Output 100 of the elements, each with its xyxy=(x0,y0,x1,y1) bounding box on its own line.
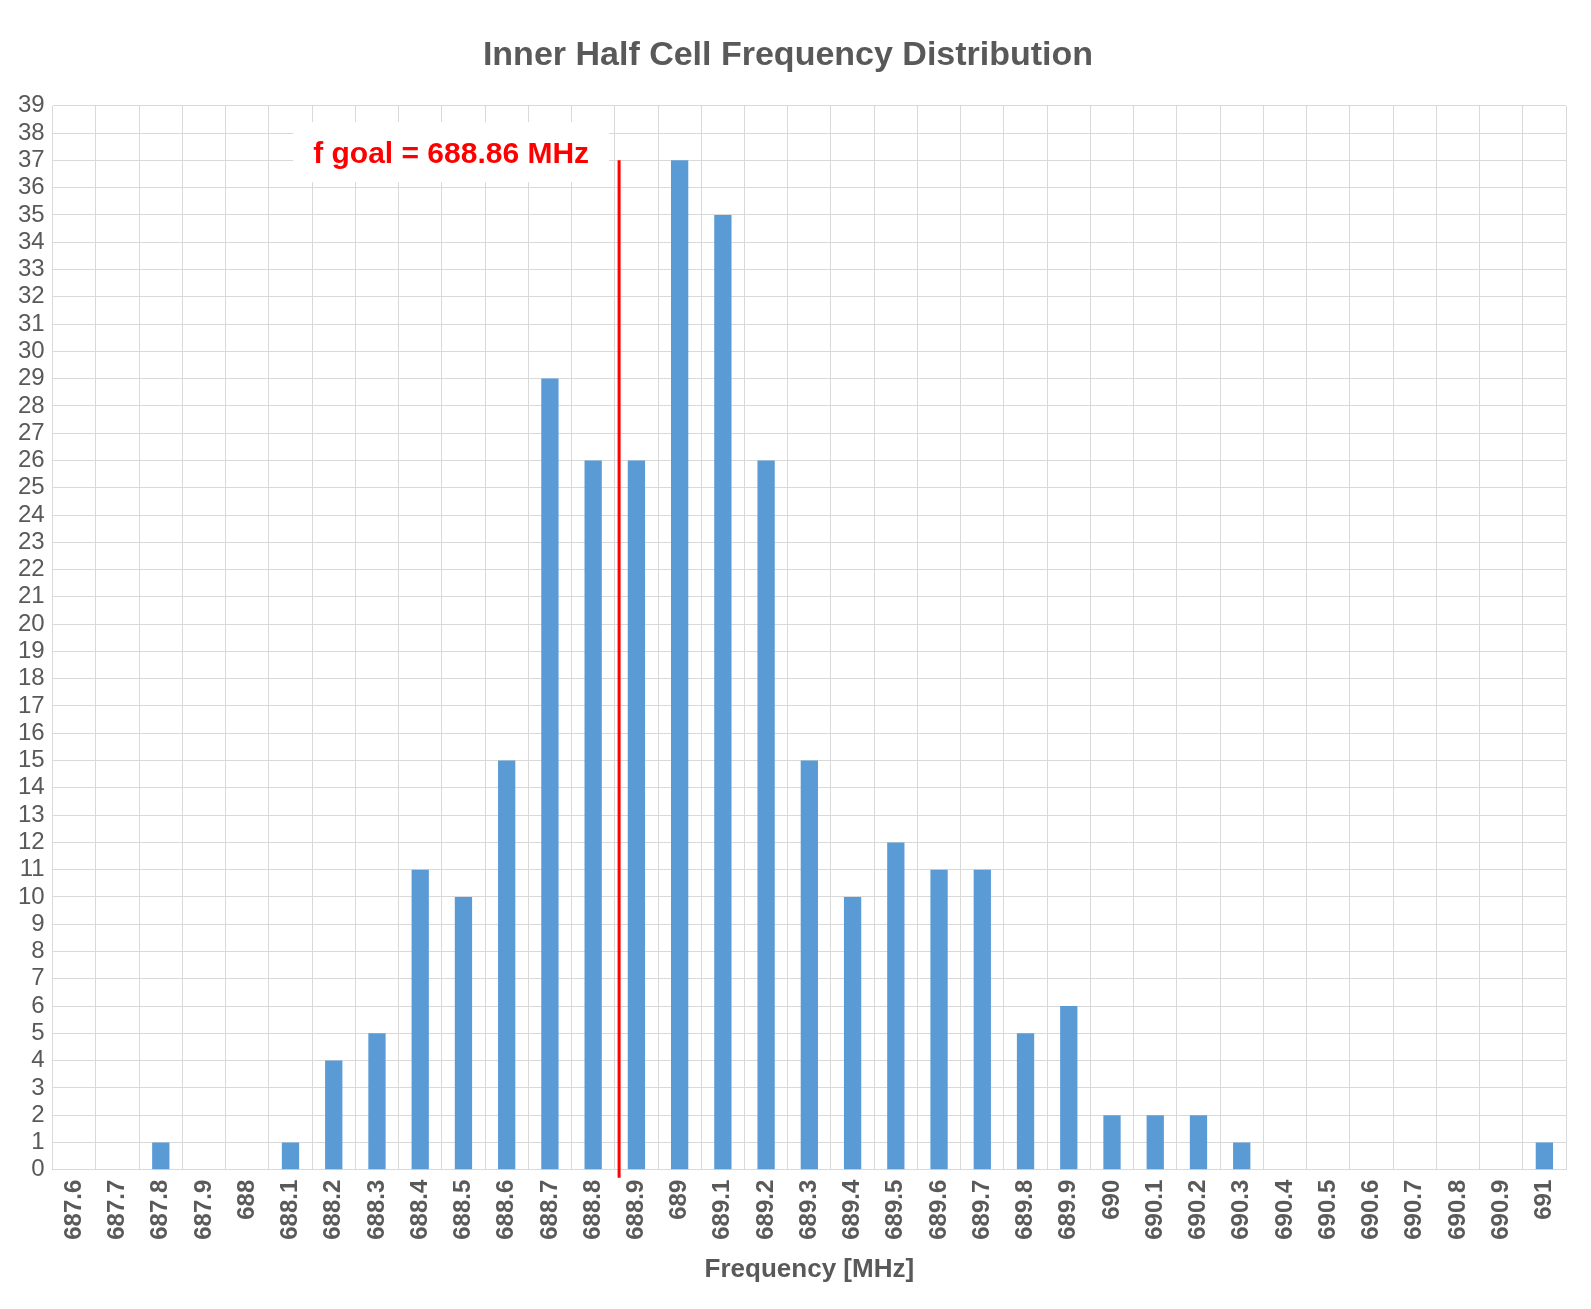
x-tick-label: 688 xyxy=(231,1179,259,1220)
y-tick-label: 27 xyxy=(17,417,45,445)
y-tick-label: 5 xyxy=(31,1017,45,1045)
bar xyxy=(325,1060,343,1170)
x-tick-label: 690.5 xyxy=(1312,1179,1340,1240)
y-tick-label: 25 xyxy=(17,472,45,500)
y-tick-label: 0 xyxy=(31,1154,45,1182)
bar xyxy=(281,1142,300,1170)
y-tick-label: 22 xyxy=(17,554,45,582)
y-tick-label: 12 xyxy=(17,827,45,854)
x-tick-label: 688.5 xyxy=(448,1179,476,1240)
x-tick-label: 687.7 xyxy=(102,1179,130,1240)
x-tick-label: 688.6 xyxy=(491,1179,519,1240)
bar xyxy=(670,160,689,1170)
bar xyxy=(1103,1115,1121,1170)
x-tick-label: 690 xyxy=(1096,1179,1124,1220)
y-tick-label: 17 xyxy=(17,690,45,718)
y-tick-label: 35 xyxy=(17,199,45,227)
bar xyxy=(152,1142,170,1170)
y-tick-label: 29 xyxy=(17,363,45,391)
y-tick-label: 38 xyxy=(17,117,45,145)
x-tick-label: 690.4 xyxy=(1269,1179,1297,1240)
y-tick-label: 7 xyxy=(31,963,45,991)
x-tick-label: 690.8 xyxy=(1442,1179,1470,1240)
x-tick-label: 688.1 xyxy=(275,1179,303,1240)
y-tick-label: 14 xyxy=(17,772,45,800)
x-tick-label: 688.2 xyxy=(318,1179,346,1240)
x-tick-label: 689 xyxy=(664,1179,692,1220)
x-tick-label: 687.9 xyxy=(188,1179,216,1240)
y-tick-label: 2 xyxy=(31,1099,45,1127)
y-tick-label: 39 xyxy=(17,90,45,118)
x-tick-label: 689.8 xyxy=(1010,1179,1038,1240)
x-tick-label: 687.8 xyxy=(145,1179,173,1240)
y-tick-label: 6 xyxy=(31,990,45,1018)
bar xyxy=(973,869,991,1170)
x-tick-label: 690.3 xyxy=(1226,1179,1254,1240)
y-tick-label: 31 xyxy=(17,308,45,336)
bar xyxy=(1535,1142,1554,1170)
bar xyxy=(1189,1115,1208,1170)
x-tick-label: 689.3 xyxy=(793,1179,821,1240)
x-tick-label: 689.7 xyxy=(966,1179,994,1240)
y-tick-label: 3 xyxy=(31,1072,45,1100)
y-tick-label: 13 xyxy=(17,799,45,827)
bar xyxy=(1060,1006,1078,1170)
bar xyxy=(411,869,429,1170)
y-tick-label: 18 xyxy=(17,663,45,691)
x-tick-label: 688.9 xyxy=(621,1179,649,1240)
y-tick-label: 19 xyxy=(17,636,45,664)
x-tick-label: 688.4 xyxy=(404,1179,432,1240)
x-tick-label: 689.4 xyxy=(837,1179,865,1240)
x-tick-label: 690.9 xyxy=(1485,1179,1513,1240)
y-tick-label: 21 xyxy=(17,581,45,609)
bar xyxy=(800,760,818,1170)
y-tick-label: 8 xyxy=(31,936,45,964)
y-tick-label: 24 xyxy=(17,499,45,527)
y-tick-label: 16 xyxy=(17,717,45,745)
bar xyxy=(1146,1115,1164,1170)
bar xyxy=(498,760,516,1170)
bar xyxy=(1016,1033,1035,1170)
x-tick-label: 689.1 xyxy=(707,1179,735,1240)
bar xyxy=(584,460,602,1170)
x-tick-label: 688.7 xyxy=(534,1179,562,1240)
x-tick-label: 691 xyxy=(1529,1179,1557,1220)
y-tick-label: 32 xyxy=(17,281,45,309)
x-tick-label: 688.3 xyxy=(361,1179,389,1240)
x-tick-label: 690.1 xyxy=(1139,1179,1167,1240)
y-tick-label: 20 xyxy=(17,608,45,636)
x-tick-label: 690.7 xyxy=(1399,1179,1427,1240)
y-tick-label: 37 xyxy=(17,144,45,172)
x-tick-label: 687.6 xyxy=(58,1179,86,1240)
x-tick-label: 689.6 xyxy=(923,1179,951,1240)
bar xyxy=(454,896,473,1170)
bar xyxy=(757,460,775,1170)
y-tick-label: 9 xyxy=(31,908,45,936)
y-tick-label: 15 xyxy=(17,745,45,773)
y-tick-label: 26 xyxy=(17,445,45,473)
x-tick-label: 689.9 xyxy=(1053,1179,1081,1240)
bar xyxy=(714,214,732,1170)
y-tick-label: 23 xyxy=(17,526,45,554)
y-tick-label: 28 xyxy=(17,390,45,418)
bar xyxy=(887,842,905,1170)
bar xyxy=(930,869,948,1170)
x-axis-title: Frequency [MHz] xyxy=(704,1252,915,1283)
y-tick-label: 11 xyxy=(19,854,45,882)
bar xyxy=(1233,1142,1251,1170)
bar xyxy=(368,1033,386,1170)
y-tick-label: 1 xyxy=(31,1127,45,1155)
y-tick-label: 36 xyxy=(17,172,45,200)
bar xyxy=(627,460,646,1170)
y-tick-label: 30 xyxy=(17,335,45,363)
y-tick-label: 34 xyxy=(17,226,45,254)
x-tick-label: 690.2 xyxy=(1183,1179,1211,1240)
chart-title: Inner Half Cell Frequency Distribution xyxy=(482,33,1094,72)
y-tick-label: 33 xyxy=(17,254,45,282)
x-tick-label: 690.6 xyxy=(1356,1179,1384,1240)
x-tick-label: 689.2 xyxy=(750,1179,778,1240)
y-tick-label: 10 xyxy=(17,881,45,909)
y-tick-label: 4 xyxy=(31,1045,45,1073)
bar xyxy=(843,896,862,1170)
ref-line-label: f goal = 688.86 MHz xyxy=(313,135,590,169)
